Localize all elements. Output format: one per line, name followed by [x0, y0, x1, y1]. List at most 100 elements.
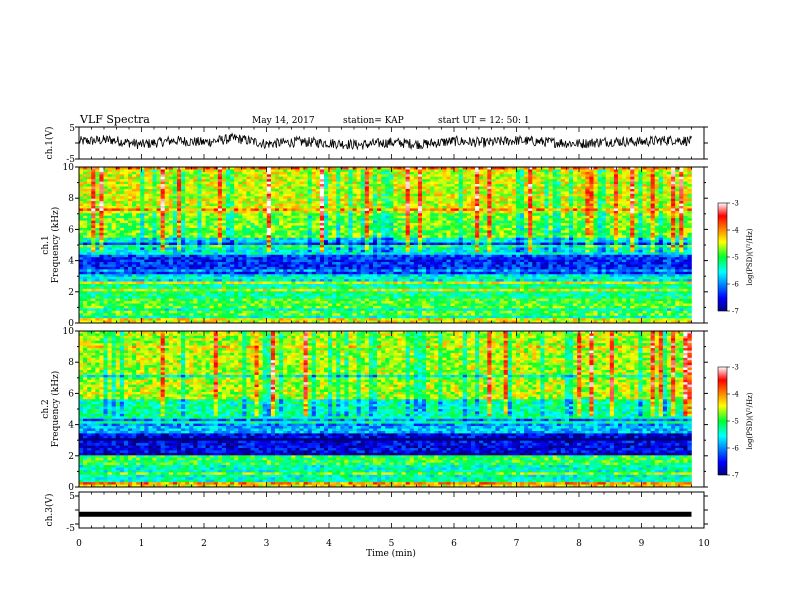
spectrogram-cell: [189, 264, 194, 268]
spectrogram-cell: [226, 225, 231, 229]
spectrogram-cell: [172, 305, 178, 309]
spectrogram-cell: [238, 235, 243, 238]
spectrogram-cell: [246, 213, 251, 217]
spectrogram-cell: [115, 169, 121, 173]
spectrogram-cell: [189, 257, 194, 260]
spectrogram-cell: [87, 237, 92, 241]
spectrogram-cell: [279, 191, 284, 195]
spectrogram-cell: [238, 208, 243, 212]
spectrogram-cell: [364, 203, 370, 207]
spectrogram-cell: [246, 288, 251, 292]
spectrogram-cell: [213, 196, 219, 199]
spectrogram-cell: [140, 247, 145, 251]
spectrogram-cell: [185, 303, 190, 307]
spectrogram-cell: [242, 210, 247, 214]
spectrogram-cell: [226, 245, 231, 248]
spectrogram-cell: [205, 240, 210, 243]
spectrogram-cell: [144, 206, 149, 209]
spectrogram-cell: [287, 310, 292, 314]
spectrogram-cell: [262, 188, 268, 192]
spectrogram-cell: [381, 179, 386, 182]
spectrogram-cell: [303, 242, 308, 246]
spectrogram-cell: [242, 213, 247, 217]
spectrogram-cell: [311, 298, 317, 302]
spectrogram-cell: [87, 220, 92, 224]
spectrogram-cell: [226, 227, 231, 231]
spectrogram-cell: [348, 215, 353, 219]
spectrogram-cell: [332, 264, 337, 268]
spectrogram-cell: [95, 240, 100, 243]
spectrogram-cell: [332, 269, 337, 273]
spectrogram-cell: [340, 308, 345, 312]
spectrogram-cell: [364, 223, 370, 226]
spectrogram-cell: [91, 313, 96, 316]
spectrogram-cell: [197, 196, 202, 199]
spectrogram-cell: [164, 186, 170, 190]
spectrogram-cell: [262, 291, 268, 295]
spectrogram-cell: [315, 237, 321, 241]
spectrogram-cell: [185, 230, 190, 234]
spectrogram-cell: [217, 196, 223, 199]
spectrogram-cell: [381, 215, 386, 219]
spectrogram-cell: [389, 201, 394, 204]
spectrogram-cell: [393, 240, 398, 243]
spectrogram-cell: [226, 249, 231, 253]
spectrogram-cell: [258, 293, 264, 297]
spectrogram-cell: [144, 305, 149, 309]
spectrogram-cell: [270, 193, 276, 197]
spectrogram-cell: [303, 303, 308, 307]
spectrogram-cell: [226, 186, 231, 190]
spectrogram-cell: [205, 174, 210, 178]
spectrogram-cell: [197, 252, 202, 256]
spectrogram-cell: [299, 301, 304, 304]
spectrogram-cell: [291, 257, 296, 260]
spectrogram-cell: [291, 301, 296, 304]
spectrogram-cell: [279, 259, 284, 263]
spectrogram-cell: [156, 313, 161, 316]
spectrogram-cell: [319, 208, 325, 212]
spectrogram-cell: [364, 252, 370, 256]
spectrogram-cell: [389, 264, 394, 268]
spectrogram-cell: [193, 184, 198, 187]
spectrogram-cell: [381, 203, 386, 207]
spectrogram-cell: [311, 191, 317, 195]
spectrogram-cell: [291, 259, 296, 263]
spectrogram-cell: [103, 169, 108, 173]
spectrogram-cell: [152, 281, 157, 285]
spectrogram-cell: [181, 213, 186, 217]
spectrogram-cell: [315, 206, 321, 209]
spectrogram-cell: [193, 276, 198, 280]
spectrogram-cell: [226, 206, 231, 209]
spectrogram-cell: [332, 301, 337, 304]
spectrogram-cell: [185, 279, 190, 282]
spectrogram-cell: [164, 320, 170, 324]
spectrogram-cell: [328, 247, 333, 251]
spectrogram-cell: [270, 210, 276, 214]
spectrogram-cell: [340, 218, 345, 221]
spectrogram-cell: [340, 310, 345, 314]
spectrogram-cell: [128, 291, 133, 295]
spectrogram-cell: [144, 240, 149, 243]
spectrogram-cell: [152, 240, 157, 243]
spectrogram-cell: [373, 237, 378, 241]
spectrogram-cell: [324, 174, 329, 178]
spectrogram-cell: [373, 181, 378, 185]
spectrogram-cell: [275, 191, 280, 195]
spectrogram-cell: [181, 220, 186, 224]
spectrogram-cell: [136, 218, 141, 221]
spectrogram-cell: [356, 198, 362, 202]
spectrogram-cell: [389, 245, 394, 248]
spectrogram-cell: [172, 249, 178, 253]
spectrogram-cell: [311, 174, 317, 178]
spectrogram-cell: [168, 259, 174, 263]
spectrogram-cell: [287, 296, 292, 299]
spectrogram-cell: [324, 179, 329, 182]
spectrogram-cell: [348, 308, 353, 312]
spectrogram-cell: [132, 218, 137, 221]
spectrogram-cell: [156, 320, 161, 324]
spectrogram-cell: [287, 213, 292, 217]
spectrogram-cell: [275, 225, 280, 229]
spectrogram-cell: [311, 266, 317, 270]
spectrogram-cell: [205, 318, 210, 321]
spectrogram-cell: [217, 266, 223, 270]
